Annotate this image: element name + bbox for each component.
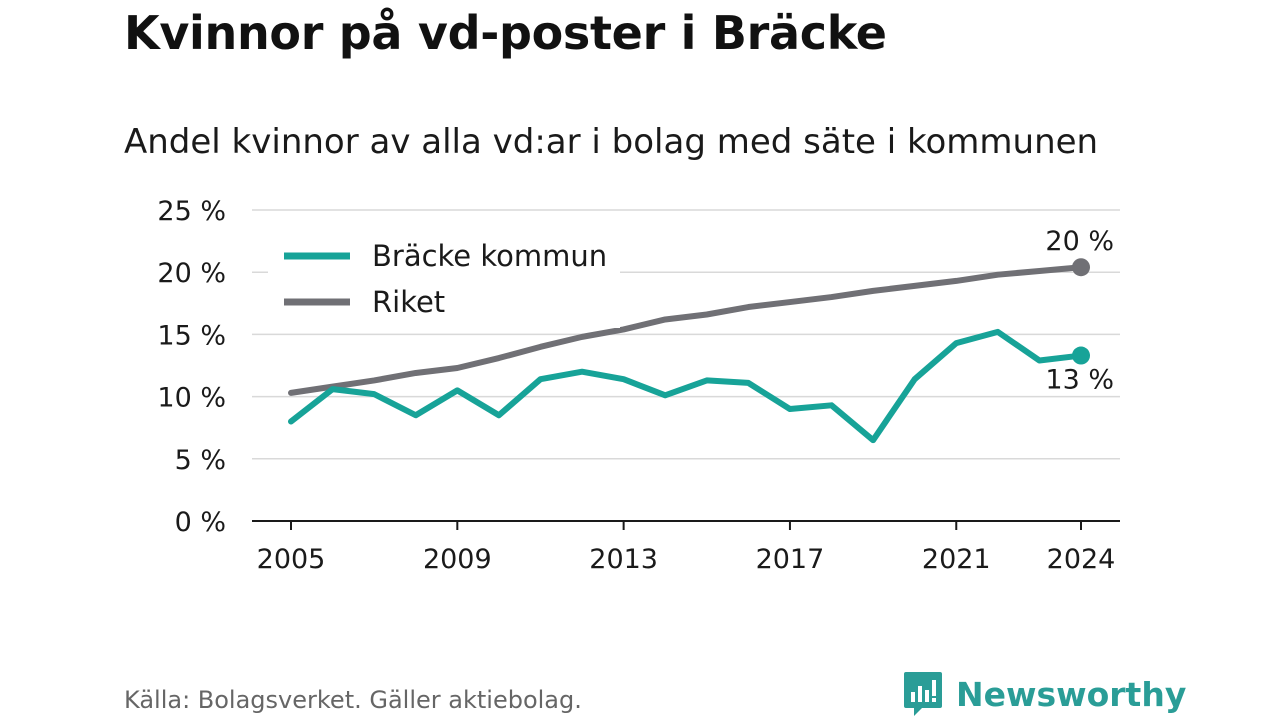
chart-subtitle: Andel kvinnor av alla vd:ar i bolag med … [124, 122, 1099, 162]
y-tick-label: 20 % [157, 258, 226, 289]
end-point-marker [1072, 346, 1090, 365]
end-value-label: 13 % [1045, 365, 1114, 396]
legend-background [268, 228, 620, 328]
x-tick-label: 2005 [257, 544, 326, 575]
x-tick-label: 2013 [589, 544, 658, 575]
y-tick-label: 10 % [157, 383, 226, 414]
source-note: Källa: Bolagsverket. Gäller aktiebolag. [124, 686, 582, 714]
x-tick-label: 2021 [922, 544, 991, 575]
y-tick-label: 25 % [157, 196, 226, 227]
brand[interactable]: Newsworthy [902, 670, 1186, 718]
brand-name: Newsworthy [956, 674, 1187, 714]
x-tick-label: 2009 [423, 544, 492, 575]
line-chart: 0 % 5 % 10 % 15 % 20 % 25 % 2005 2009 2013 2017 20… [157, 196, 1120, 575]
end-point-marker [1072, 258, 1090, 277]
series-line-bracke [288, 328, 1084, 444]
legend-label: Bräcke kommun [372, 239, 607, 273]
legend-label: Riket [372, 285, 445, 319]
x-tick-label: 2017 [756, 544, 825, 575]
x-tick-label: 2024 [1047, 544, 1116, 575]
y-tick-label: 5 % [175, 445, 226, 476]
y-tick-label: 0 % [175, 507, 226, 538]
newsworthy-logo-icon [904, 672, 942, 716]
series-line-riket [288, 264, 1084, 396]
chart-title: Kvinnor på vd-poster i Bräcke [124, 6, 887, 60]
end-value-label: 20 % [1045, 226, 1114, 257]
y-tick-label: 15 % [157, 320, 226, 351]
